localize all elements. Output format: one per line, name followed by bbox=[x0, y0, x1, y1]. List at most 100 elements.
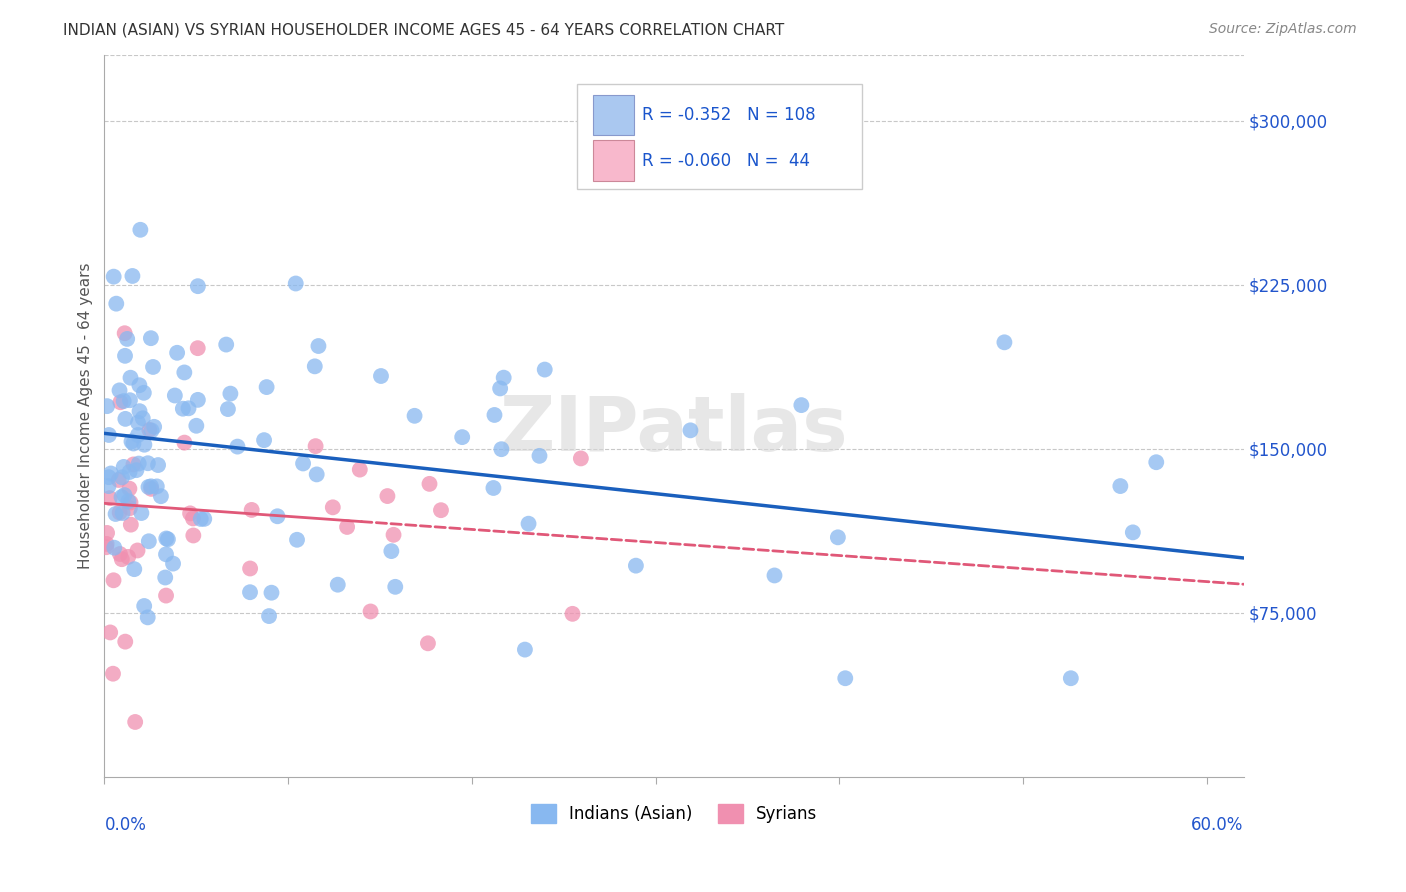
Point bbox=[240, 503, 263, 517]
Point bbox=[146, 479, 169, 493]
Point bbox=[993, 335, 1015, 350]
Point bbox=[266, 509, 288, 524]
Legend: Indians (Asian), Syrians: Indians (Asian), Syrians bbox=[524, 797, 824, 830]
Point bbox=[110, 490, 132, 504]
Point bbox=[430, 503, 453, 517]
Point bbox=[226, 440, 249, 454]
Point bbox=[217, 402, 239, 417]
Point bbox=[186, 418, 208, 433]
Point bbox=[114, 412, 136, 426]
Text: R = -0.352   N = 108: R = -0.352 N = 108 bbox=[643, 106, 815, 124]
Point bbox=[827, 530, 849, 544]
Point bbox=[114, 488, 136, 502]
Point bbox=[163, 388, 186, 402]
Point bbox=[136, 456, 159, 470]
Point bbox=[149, 489, 172, 503]
Point bbox=[380, 544, 402, 558]
Point bbox=[513, 642, 536, 657]
Point bbox=[763, 568, 786, 582]
Point bbox=[114, 326, 136, 341]
Point bbox=[105, 296, 128, 310]
Point bbox=[260, 585, 283, 599]
Point bbox=[155, 547, 177, 561]
Point bbox=[284, 277, 307, 291]
Point bbox=[489, 381, 512, 395]
Point bbox=[138, 423, 160, 437]
Point bbox=[121, 268, 143, 283]
Point bbox=[138, 480, 160, 494]
Point bbox=[128, 378, 150, 392]
Point bbox=[173, 435, 195, 450]
Point bbox=[177, 401, 200, 416]
Point bbox=[187, 279, 209, 293]
Point bbox=[96, 540, 118, 554]
Point bbox=[360, 605, 382, 619]
Y-axis label: Householder Income Ages 45 - 64 years: Householder Income Ages 45 - 64 years bbox=[79, 262, 93, 569]
Text: R = -0.060   N =  44: R = -0.060 N = 44 bbox=[643, 152, 810, 169]
Point bbox=[111, 506, 134, 520]
Point bbox=[239, 561, 262, 575]
Point bbox=[256, 380, 278, 394]
Point bbox=[492, 370, 515, 384]
Point bbox=[155, 532, 177, 546]
Point bbox=[679, 423, 702, 437]
Point bbox=[112, 394, 135, 409]
Text: Source: ZipAtlas.com: Source: ZipAtlas.com bbox=[1209, 22, 1357, 37]
Point bbox=[187, 341, 209, 355]
Point bbox=[139, 479, 162, 493]
FancyBboxPatch shape bbox=[578, 84, 862, 188]
Point bbox=[98, 491, 121, 505]
Point bbox=[326, 577, 349, 591]
Point bbox=[139, 331, 162, 345]
Point bbox=[1122, 525, 1144, 540]
Point bbox=[138, 534, 160, 549]
Point bbox=[349, 462, 371, 476]
Point bbox=[215, 337, 238, 351]
Point bbox=[120, 517, 142, 532]
Point bbox=[124, 562, 146, 576]
Point bbox=[190, 512, 212, 526]
Point bbox=[1109, 479, 1132, 493]
Point bbox=[115, 332, 138, 346]
Point bbox=[107, 473, 129, 487]
Point bbox=[166, 346, 188, 360]
Text: ZIPatlas: ZIPatlas bbox=[499, 393, 848, 467]
Point bbox=[96, 399, 118, 413]
Point bbox=[305, 467, 328, 482]
Point bbox=[219, 386, 242, 401]
Point bbox=[120, 495, 142, 509]
Point bbox=[98, 625, 121, 640]
Text: INDIAN (ASIAN) VS SYRIAN HOUSEHOLDER INCOME AGES 45 - 64 YEARS CORRELATION CHART: INDIAN (ASIAN) VS SYRIAN HOUSEHOLDER INC… bbox=[63, 22, 785, 37]
Point bbox=[114, 349, 136, 363]
Point bbox=[484, 408, 506, 422]
Point bbox=[155, 589, 177, 603]
Point bbox=[253, 433, 276, 447]
Point bbox=[336, 520, 359, 534]
Point bbox=[561, 607, 583, 621]
Point bbox=[121, 434, 143, 449]
Point bbox=[127, 428, 149, 442]
Point bbox=[100, 467, 122, 481]
Point bbox=[239, 585, 262, 599]
Point bbox=[404, 409, 426, 423]
Point bbox=[183, 528, 205, 542]
Point bbox=[304, 359, 326, 374]
Point bbox=[143, 419, 166, 434]
Point bbox=[569, 451, 592, 466]
Point bbox=[377, 489, 399, 503]
Point bbox=[122, 458, 145, 472]
Point bbox=[257, 609, 280, 624]
Point bbox=[103, 269, 125, 284]
Point bbox=[122, 436, 145, 450]
Point bbox=[128, 404, 150, 418]
Point bbox=[112, 459, 135, 474]
Point bbox=[1144, 455, 1167, 469]
Point bbox=[790, 398, 813, 412]
Point bbox=[136, 610, 159, 624]
Point bbox=[141, 424, 163, 438]
Point bbox=[118, 501, 141, 516]
Point bbox=[108, 384, 131, 398]
Point bbox=[533, 362, 555, 376]
Point bbox=[142, 359, 165, 374]
Point bbox=[127, 416, 149, 430]
